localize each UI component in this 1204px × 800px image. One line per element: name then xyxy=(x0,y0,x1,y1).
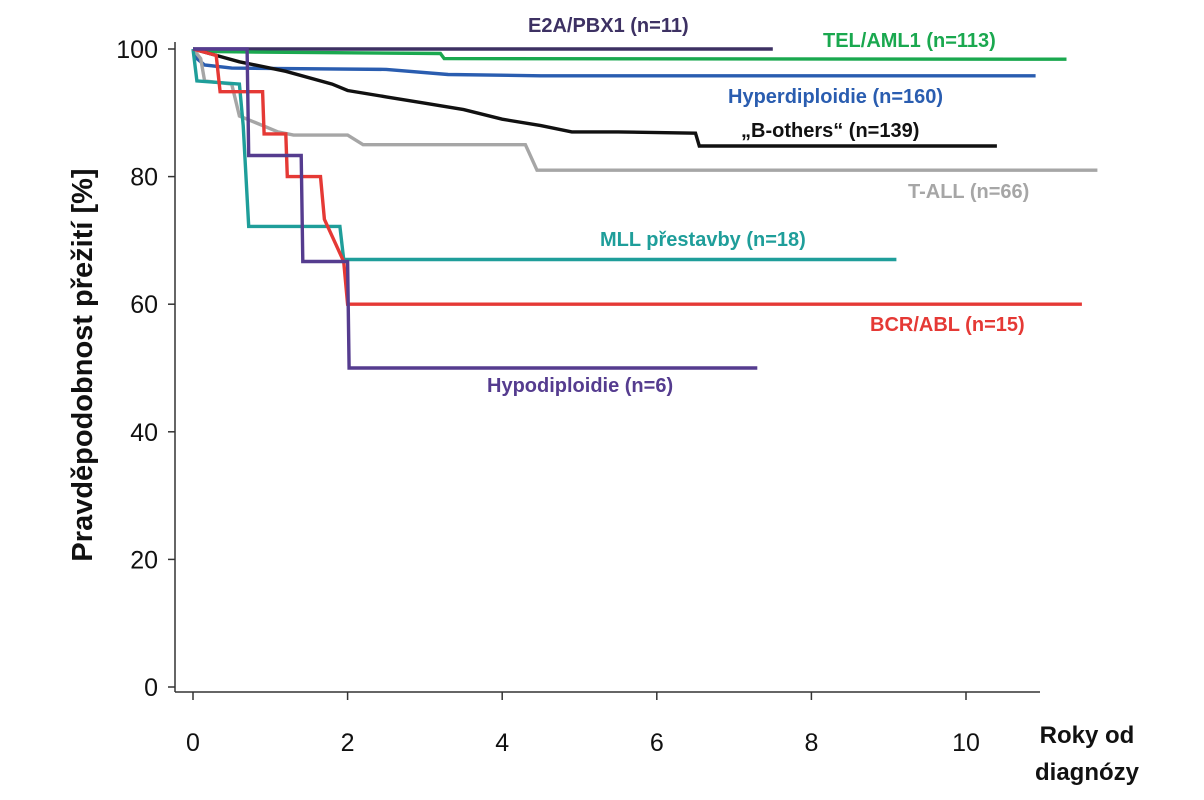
series-label: Hyperdiploidie (n=160) xyxy=(728,86,943,108)
series-curve xyxy=(191,47,1098,172)
series-curve xyxy=(191,48,1036,78)
series-curve xyxy=(191,48,897,262)
y-axis-title: Pravděpodobnost přežití [%] xyxy=(67,168,99,561)
y-tick-label: 80 xyxy=(130,164,158,192)
series-curve xyxy=(192,47,1067,61)
y-tick-label: 40 xyxy=(130,419,158,447)
series-label: BCR/ABL (n=15) xyxy=(870,314,1025,336)
x-axis-title-line: diagnózy xyxy=(1035,759,1140,786)
series-label: Hypodiploidie (n=6) xyxy=(487,375,673,397)
x-tick-label: 8 xyxy=(804,729,818,757)
chart-series-labels: E2A/PBX1 (n=11) TEL/AML1 (n=113) Hyperdipl… xyxy=(487,15,1029,397)
series-curve xyxy=(193,47,758,370)
y-tick-label: 60 xyxy=(130,291,158,319)
series-label: MLL přestavby (n=18) xyxy=(600,229,806,251)
chart-series-curves xyxy=(191,47,1098,370)
series-curve xyxy=(192,47,1082,306)
series-label: „B-others“ (n=139) xyxy=(741,120,919,142)
y-tick-label: 0 xyxy=(144,674,158,702)
y-tick-label: 20 xyxy=(130,546,158,574)
x-axis-title-line: Roky od xyxy=(1040,722,1135,749)
chart-axes: 0 20 40 60 80 100 0 2 4 6 8 10 Pravděpodobnost přeži… xyxy=(67,36,1140,786)
series-label: TEL/AML1 (n=113) xyxy=(823,30,996,52)
series-label: E2A/PBX1 (n=11) xyxy=(528,15,689,37)
x-tick-label: 0 xyxy=(186,729,200,757)
x-tick-label: 10 xyxy=(952,729,980,757)
x-tick-label: 2 xyxy=(341,729,355,757)
series-label: T-ALL (n=66) xyxy=(908,181,1029,203)
y-tick-label: 100 xyxy=(116,36,158,64)
x-tick-label: 6 xyxy=(650,729,664,757)
series-curve xyxy=(192,47,997,148)
x-tick-label: 4 xyxy=(495,729,509,757)
